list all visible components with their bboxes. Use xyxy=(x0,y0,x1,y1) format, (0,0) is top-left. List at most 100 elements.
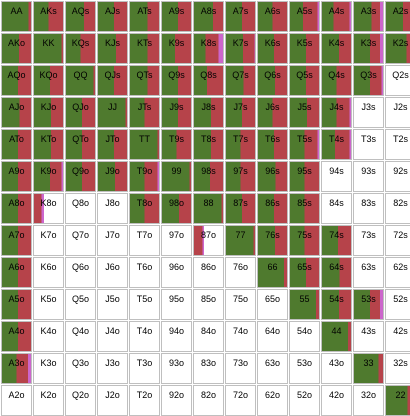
hand-cell[interactable]: T8o xyxy=(129,193,160,224)
hand-cell[interactable]: K7s xyxy=(225,33,256,64)
hand-cell[interactable]: KTo xyxy=(33,129,64,160)
hand-cell[interactable]: J3s xyxy=(353,97,384,128)
hand-cell[interactable]: J2s xyxy=(385,97,410,128)
hand-cell[interactable]: 82o xyxy=(193,385,224,416)
hand-cell[interactable]: AA xyxy=(1,1,32,32)
hand-cell[interactable]: 83o xyxy=(193,353,224,384)
hand-cell[interactable]: 95o xyxy=(161,289,192,320)
hand-cell[interactable]: K7o xyxy=(33,225,64,256)
hand-cell[interactable]: J4o xyxy=(97,321,128,352)
hand-cell[interactable]: Q9s xyxy=(161,65,192,96)
hand-cell[interactable]: KQo xyxy=(33,65,64,96)
hand-cell[interactable]: 52s xyxy=(385,289,410,320)
hand-cell[interactable]: T6o xyxy=(129,257,160,288)
hand-cell[interactable]: 96s xyxy=(257,161,288,192)
hand-cell[interactable]: AQo xyxy=(1,65,32,96)
hand-cell[interactable]: K9s xyxy=(161,33,192,64)
hand-cell[interactable]: 53s xyxy=(353,289,384,320)
hand-cell[interactable]: J6s xyxy=(257,97,288,128)
hand-cell[interactable]: 63o xyxy=(257,353,288,384)
hand-cell[interactable]: QJo xyxy=(65,97,96,128)
hand-cell[interactable]: A3s xyxy=(353,1,384,32)
hand-cell[interactable]: Q6o xyxy=(65,257,96,288)
hand-cell[interactable]: Q5o xyxy=(65,289,96,320)
hand-cell[interactable]: 42o xyxy=(321,385,352,416)
hand-cell[interactable]: AJo xyxy=(1,97,32,128)
hand-cell[interactable]: J7s xyxy=(225,97,256,128)
hand-cell[interactable]: K6o xyxy=(33,257,64,288)
hand-cell[interactable]: QTo xyxy=(65,129,96,160)
hand-cell[interactable]: 85o xyxy=(193,289,224,320)
hand-cell[interactable]: A6o xyxy=(1,257,32,288)
hand-cell[interactable]: ATs xyxy=(129,1,160,32)
hand-cell[interactable]: 82s xyxy=(385,193,410,224)
hand-cell[interactable]: J2o xyxy=(97,385,128,416)
hand-cell[interactable]: 76s xyxy=(257,225,288,256)
hand-cell[interactable]: J3o xyxy=(97,353,128,384)
hand-cell[interactable]: J9s xyxy=(161,97,192,128)
hand-cell[interactable]: AQs xyxy=(65,1,96,32)
hand-cell[interactable]: 44 xyxy=(321,321,352,352)
hand-cell[interactable]: Q9o xyxy=(65,161,96,192)
hand-cell[interactable]: Q4s xyxy=(321,65,352,96)
hand-cell[interactable]: Q4o xyxy=(65,321,96,352)
hand-cell[interactable]: Q8o xyxy=(65,193,96,224)
hand-cell[interactable]: 43s xyxy=(353,321,384,352)
hand-cell[interactable]: 74s xyxy=(321,225,352,256)
hand-cell[interactable]: 85s xyxy=(289,193,320,224)
hand-cell[interactable]: 73s xyxy=(353,225,384,256)
hand-cell[interactable]: 75o xyxy=(225,289,256,320)
hand-cell[interactable]: T6s xyxy=(257,129,288,160)
hand-cell[interactable]: A2o xyxy=(1,385,32,416)
hand-cell[interactable]: T2s xyxy=(385,129,410,160)
hand-cell[interactable]: 86s xyxy=(257,193,288,224)
hand-cell[interactable]: QJs xyxy=(97,65,128,96)
hand-cell[interactable]: T9o xyxy=(129,161,160,192)
hand-cell[interactable]: T2o xyxy=(129,385,160,416)
hand-cell[interactable]: K8s xyxy=(193,33,224,64)
hand-cell[interactable]: A8o xyxy=(1,193,32,224)
hand-cell[interactable]: 54o xyxy=(289,321,320,352)
hand-cell[interactable]: QTs xyxy=(129,65,160,96)
hand-cell[interactable]: 43o xyxy=(321,353,352,384)
hand-cell[interactable]: 64s xyxy=(321,257,352,288)
hand-cell[interactable]: 42s xyxy=(385,321,410,352)
hand-cell[interactable]: A2s xyxy=(385,1,410,32)
hand-cell[interactable]: A7o xyxy=(1,225,32,256)
hand-cell[interactable]: 94s xyxy=(321,161,352,192)
hand-cell[interactable]: A5o xyxy=(1,289,32,320)
hand-cell[interactable]: 53o xyxy=(289,353,320,384)
hand-cell[interactable]: J4s xyxy=(321,97,352,128)
hand-cell[interactable]: 88 xyxy=(193,193,224,224)
hand-cell[interactable]: J8s xyxy=(193,97,224,128)
hand-cell[interactable]: 92s xyxy=(385,161,410,192)
hand-cell[interactable]: KTs xyxy=(129,33,160,64)
hand-cell[interactable]: K5s xyxy=(289,33,320,64)
hand-cell[interactable]: KK xyxy=(33,33,64,64)
hand-cell[interactable]: 33 xyxy=(353,353,384,384)
hand-cell[interactable]: A6s xyxy=(257,1,288,32)
hand-cell[interactable]: 86o xyxy=(193,257,224,288)
hand-cell[interactable]: 99 xyxy=(161,161,192,192)
hand-cell[interactable]: KQs xyxy=(65,33,96,64)
hand-cell[interactable]: 84s xyxy=(321,193,352,224)
hand-cell[interactable]: 98s xyxy=(193,161,224,192)
hand-cell[interactable]: JTs xyxy=(129,97,160,128)
hand-cell[interactable]: K2o xyxy=(33,385,64,416)
hand-cell[interactable]: 32o xyxy=(353,385,384,416)
hand-cell[interactable]: K8o xyxy=(33,193,64,224)
hand-cell[interactable]: T8s xyxy=(193,129,224,160)
hand-cell[interactable]: 75s xyxy=(289,225,320,256)
hand-cell[interactable]: K4s xyxy=(321,33,352,64)
hand-cell[interactable]: K3o xyxy=(33,353,64,384)
hand-cell[interactable]: Q7o xyxy=(65,225,96,256)
hand-cell[interactable]: 92o xyxy=(161,385,192,416)
hand-cell[interactable]: 66 xyxy=(257,257,288,288)
hand-cell[interactable]: 62o xyxy=(257,385,288,416)
hand-cell[interactable]: 73o xyxy=(225,353,256,384)
hand-cell[interactable]: T7o xyxy=(129,225,160,256)
hand-cell[interactable]: KJs xyxy=(97,33,128,64)
hand-cell[interactable]: 55 xyxy=(289,289,320,320)
hand-cell[interactable]: A9s xyxy=(161,1,192,32)
hand-cell[interactable]: Q7s xyxy=(225,65,256,96)
